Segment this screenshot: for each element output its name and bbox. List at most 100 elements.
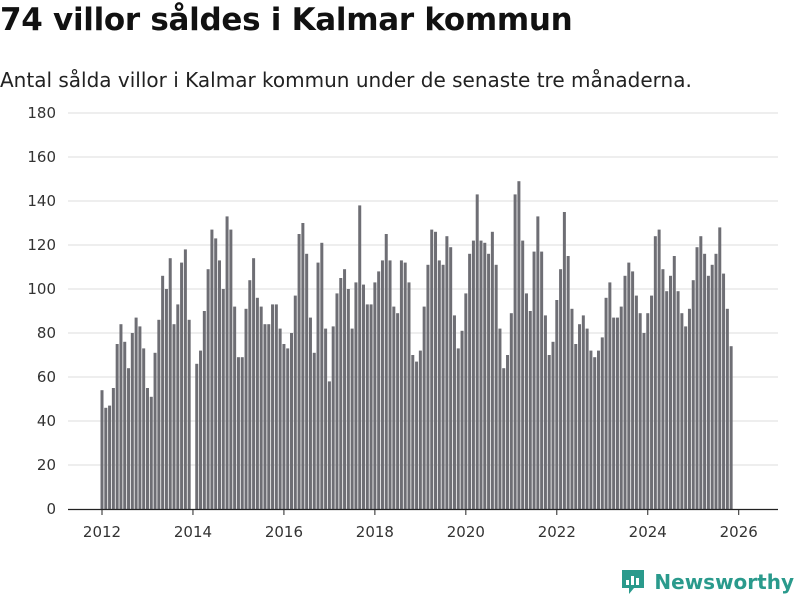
chart-title: 74 villor såldes i Kalmar kommun bbox=[0, 2, 573, 38]
y-tick-label: 0 bbox=[46, 500, 56, 518]
bar bbox=[464, 293, 468, 509]
bar bbox=[596, 350, 600, 509]
bar bbox=[623, 275, 627, 509]
bar bbox=[308, 317, 312, 509]
bar bbox=[142, 348, 146, 509]
bar bbox=[509, 313, 513, 509]
bar bbox=[722, 273, 726, 509]
newsworthy-logo-icon bbox=[622, 570, 645, 594]
y-tick-label: 40 bbox=[37, 412, 56, 430]
bar bbox=[320, 242, 324, 510]
bar bbox=[494, 264, 498, 509]
bar bbox=[153, 352, 157, 509]
bar bbox=[570, 308, 574, 509]
bar bbox=[384, 234, 388, 509]
bar bbox=[710, 264, 714, 509]
bar bbox=[551, 341, 555, 509]
x-tick-label: 2022 bbox=[538, 523, 576, 541]
annotations: 74 bbox=[734, 0, 757, 6]
bar bbox=[286, 348, 290, 509]
bar bbox=[460, 330, 464, 509]
bar bbox=[608, 282, 612, 509]
bar bbox=[244, 308, 248, 509]
bar bbox=[392, 306, 396, 509]
newsworthy-logo[interactable]: Newsworthy bbox=[620, 568, 794, 596]
bar bbox=[434, 231, 438, 510]
bar bbox=[634, 295, 638, 509]
bar bbox=[104, 407, 108, 509]
bar bbox=[271, 304, 275, 509]
bar bbox=[517, 181, 521, 509]
bar bbox=[699, 236, 703, 509]
bar bbox=[388, 260, 392, 509]
bar bbox=[138, 326, 142, 509]
bar bbox=[589, 350, 593, 509]
bar bbox=[316, 262, 320, 509]
bar bbox=[373, 282, 377, 509]
bar bbox=[411, 355, 415, 509]
y-tick-label: 100 bbox=[27, 280, 56, 298]
brand-name: Newsworthy bbox=[654, 570, 794, 594]
bar bbox=[528, 311, 532, 509]
bar bbox=[684, 326, 688, 509]
bar bbox=[555, 300, 559, 509]
bar bbox=[327, 381, 331, 509]
bar bbox=[471, 240, 475, 509]
bar bbox=[365, 304, 369, 509]
bar bbox=[380, 260, 384, 509]
bar bbox=[343, 269, 347, 509]
bar bbox=[650, 295, 654, 509]
bar bbox=[661, 269, 665, 509]
bar bbox=[187, 319, 191, 509]
bar bbox=[335, 293, 339, 509]
x-tick-label: 2024 bbox=[629, 523, 667, 541]
bar bbox=[706, 275, 710, 509]
bar bbox=[593, 357, 597, 509]
bar bbox=[293, 295, 297, 509]
bar bbox=[536, 216, 540, 509]
bar bbox=[615, 317, 619, 509]
bar bbox=[267, 324, 271, 509]
bar bbox=[506, 355, 510, 509]
bar bbox=[145, 388, 149, 509]
bar bbox=[115, 344, 119, 509]
bar bbox=[642, 333, 646, 509]
bar-series bbox=[100, 181, 733, 510]
x-tick-label: 2016 bbox=[265, 523, 303, 541]
bar bbox=[119, 324, 123, 509]
bar bbox=[278, 328, 282, 509]
bar bbox=[324, 328, 328, 509]
y-tick-label: 20 bbox=[37, 456, 56, 474]
bar bbox=[407, 282, 411, 509]
bar bbox=[403, 262, 407, 509]
bar bbox=[123, 341, 127, 509]
bar bbox=[199, 350, 203, 509]
bar bbox=[521, 240, 525, 509]
bar bbox=[149, 396, 153, 509]
bar bbox=[627, 262, 631, 509]
bar bbox=[255, 297, 259, 509]
bar bbox=[676, 291, 680, 509]
y-tick-label: 120 bbox=[27, 236, 56, 254]
bar bbox=[130, 333, 134, 509]
bar bbox=[183, 249, 187, 509]
bar bbox=[217, 260, 221, 509]
bar bbox=[532, 251, 536, 509]
bar bbox=[441, 264, 445, 509]
bar bbox=[225, 216, 229, 509]
y-tick-label: 160 bbox=[27, 148, 56, 166]
bar bbox=[578, 324, 582, 509]
bar bbox=[111, 388, 115, 509]
bar bbox=[236, 357, 240, 509]
bar bbox=[369, 304, 373, 509]
bar bbox=[437, 260, 441, 509]
x-tick-label: 2026 bbox=[720, 523, 758, 541]
bar bbox=[475, 194, 479, 509]
bar bbox=[498, 328, 502, 509]
bar bbox=[585, 328, 589, 509]
y-tick-label: 80 bbox=[37, 324, 56, 342]
bar bbox=[127, 368, 131, 509]
bar bbox=[290, 333, 293, 509]
bar bbox=[108, 405, 112, 509]
